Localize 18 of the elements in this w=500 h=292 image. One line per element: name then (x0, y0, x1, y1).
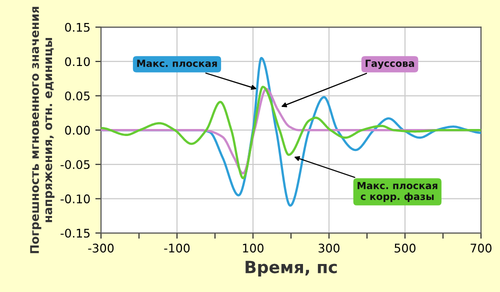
y-tick-label: -0.05 (60, 160, 90, 170)
y-tick-label: 0.10 (65, 57, 90, 66)
y-tick-label: 0.15 (65, 22, 90, 32)
y-tick-label: -0.15 (60, 228, 90, 238)
y-tick-label: 0.00 (65, 126, 90, 135)
annotation: Макс. плоская (137, 60, 217, 68)
annotation: Макс. плоская с корр. фазы (358, 182, 438, 202)
y-tick-label: -0.10 (60, 194, 90, 204)
y-axis-title: Погрешность мгновенного значения напряжения, отн. единицы (30, 6, 54, 254)
x-tick-label: 100 (243, 244, 264, 253)
x-tick-label: 700 (470, 244, 492, 253)
y-tick-label: 0.05 (65, 92, 90, 100)
x-tick-label: 500 (394, 244, 416, 253)
x-tick-label: -300 (88, 244, 114, 253)
annotation: Гауссова (366, 60, 414, 69)
x-tick-label: -100 (164, 244, 190, 253)
x-axis-title: Время, пс (246, 260, 337, 277)
x-tick-label: 300 (318, 244, 340, 253)
